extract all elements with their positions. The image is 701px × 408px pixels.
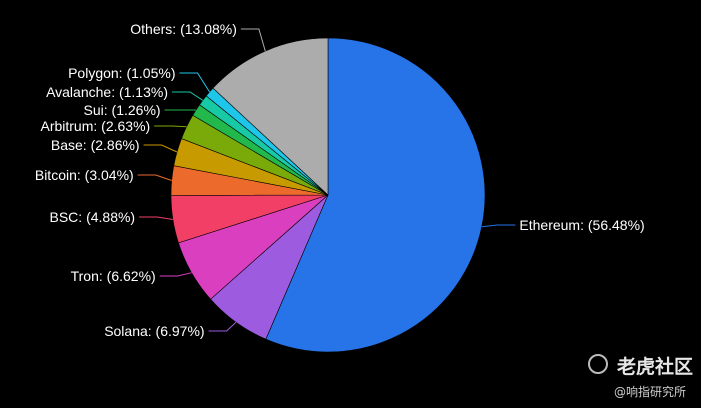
slice-label-solana: Solana: (6.97%) <box>104 323 204 339</box>
pie-slice-others <box>212 37 329 196</box>
slice-label-tron: Tron: (6.62%) <box>71 268 156 284</box>
slice-label-sui: Sui: (1.26%) <box>84 102 161 118</box>
leader-line-tron <box>159 272 192 277</box>
slice-label-arbitrum: Arbitrum: (2.63%) <box>40 118 150 134</box>
leader-line-ethereum <box>481 224 516 228</box>
slice-label-others: Others: (13.08%) <box>130 21 237 37</box>
pie-slices <box>170 37 486 353</box>
slice-label-bsc: BSC: (4.88%) <box>50 209 136 225</box>
leader-line-bsc <box>139 216 173 220</box>
leader-line-bitcoin <box>137 174 172 181</box>
slice-label-avalanche: Avalanche: (1.13%) <box>46 84 168 100</box>
leader-line-avalanche <box>172 91 204 101</box>
leader-line-polygon <box>179 72 211 93</box>
watermark-title: 老虎社区 <box>617 356 694 378</box>
leader-line-base <box>143 144 178 153</box>
leader-line-solana <box>208 321 237 332</box>
pie-slice-ethereum <box>265 37 486 353</box>
slice-label-polygon: Polygon: (1.05%) <box>68 65 175 81</box>
watermark-subtitle: @响指研究所 <box>614 385 687 399</box>
slice-label-bitcoin: Bitcoin: (3.04%) <box>35 167 134 183</box>
slice-label-base: Base: (2.86%) <box>51 137 140 153</box>
leader-line-arbitrum <box>154 125 187 128</box>
watermark-logo-icon <box>588 354 608 374</box>
leader-line-others <box>240 28 266 52</box>
leader-lines <box>137 28 516 332</box>
slice-label-ethereum: Ethereum: (56.48%) <box>519 217 644 233</box>
slice-labels: Ethereum: (56.48%) Solana: (6.97%) Tron: (… <box>35 21 645 339</box>
